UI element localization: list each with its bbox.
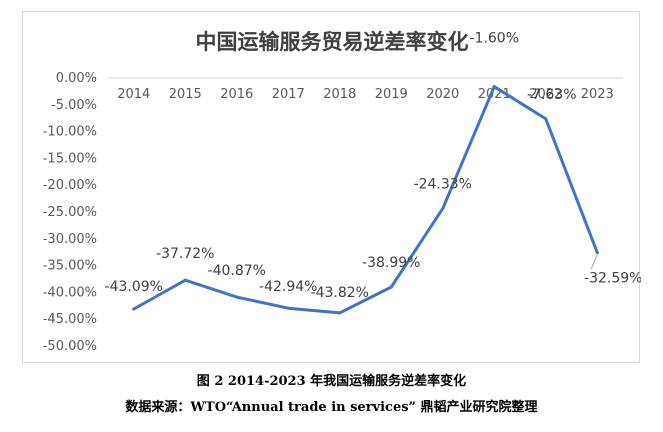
- data-point: [338, 311, 342, 315]
- y-tick-label: -50.00%: [43, 339, 97, 354]
- chart-title: 中国运输服务贸易逆差率变化: [195, 30, 469, 54]
- data-source-note: 数据来源：WTO“Annual trade in services” 鼎韬产业研…: [125, 400, 538, 415]
- y-tick-label: -15.00%: [43, 151, 97, 166]
- y-tick-label: -45.00%: [43, 312, 97, 327]
- x-tick-label: 2014: [117, 87, 150, 102]
- data-point: [441, 206, 445, 210]
- data-label: -1.60%: [469, 31, 519, 47]
- label-leader-line: [590, 254, 598, 269]
- data-point: [183, 278, 187, 282]
- data-label: -40.87%: [208, 263, 266, 279]
- x-tick-label: 2015: [169, 87, 202, 102]
- data-label: -37.72%: [156, 246, 214, 262]
- data-label: -43.09%: [105, 279, 163, 295]
- data-label: -32.59%: [584, 271, 641, 287]
- x-tick-label: 2016: [220, 87, 253, 102]
- data-label: -7.63%: [527, 87, 577, 103]
- data-point: [286, 306, 290, 310]
- figure-caption: 图 2 2014-2023 年我国运输服务逆差率变化: [196, 374, 467, 389]
- x-tick-label: 2020: [426, 87, 459, 102]
- x-tick-label: 2022: [529, 87, 562, 102]
- data-point: [595, 251, 599, 255]
- chart-frame: 中国运输服务贸易逆差率变化 0.00% -5.00% -10.00% -15.00% -…: [22, 11, 641, 363]
- data-point: [389, 285, 393, 289]
- data-label: -24.33%: [414, 176, 472, 192]
- data-label: -43.82%: [311, 285, 369, 301]
- y-tick-label: -30.00%: [43, 232, 97, 247]
- series-line: [132, 85, 599, 315]
- y-tick-label: -10.00%: [43, 125, 97, 140]
- data-label: -38.99%: [362, 255, 420, 271]
- line-chart-plot: 0.00% -5.00% -10.00% -15.00% -20.00% -25.00% -…: [43, 31, 641, 354]
- y-tick-label: 0.00%: [56, 71, 97, 86]
- data-point: [235, 295, 239, 299]
- y-tick-label: -40.00%: [43, 285, 97, 300]
- y-tick-label: -25.00%: [43, 205, 97, 220]
- data-point: [132, 307, 136, 311]
- data-point: [492, 85, 496, 89]
- y-tick-label: -35.00%: [43, 259, 97, 274]
- x-tick-label: 2018: [323, 87, 356, 102]
- data-point: [544, 117, 548, 121]
- y-tick-label: -20.00%: [43, 178, 97, 193]
- x-tick-label: 2019: [375, 87, 408, 102]
- x-tick-label: 2023: [581, 87, 614, 102]
- data-label: -42.94%: [259, 279, 317, 295]
- x-tick-label: 2017: [272, 87, 305, 102]
- y-tick-label: -5.00%: [51, 98, 97, 113]
